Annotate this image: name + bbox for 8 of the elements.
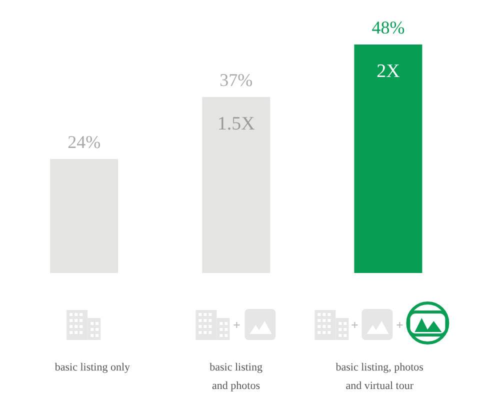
data-label: 24%: [68, 132, 101, 152]
x-tick-label: basic listing and photos: [210, 362, 263, 392]
data-label: 48%: [372, 17, 405, 38]
data-label: 37%: [220, 70, 253, 90]
annotation: 1.5X: [217, 113, 256, 134]
x-tick-label: basic listing only: [54, 362, 131, 374]
annotation: 2X: [376, 60, 400, 82]
x-tick-label: basic listing, photos and virtual tour: [336, 362, 424, 392]
